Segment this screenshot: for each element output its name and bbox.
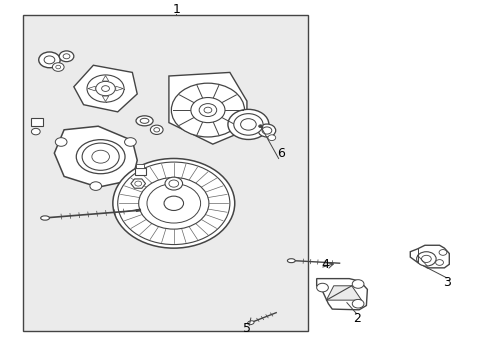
Circle shape [39,52,60,68]
Circle shape [82,143,119,170]
Circle shape [267,135,275,140]
Circle shape [87,75,124,102]
Circle shape [316,283,328,292]
Circle shape [154,128,159,132]
Circle shape [258,125,262,128]
Circle shape [31,129,40,135]
Circle shape [233,114,263,135]
Circle shape [63,54,70,59]
Circle shape [168,180,178,187]
FancyBboxPatch shape [136,164,143,168]
Polygon shape [102,96,108,102]
Polygon shape [316,279,366,310]
Circle shape [190,98,224,123]
Ellipse shape [247,321,254,325]
Circle shape [124,138,136,146]
Text: 5: 5 [243,322,250,335]
Polygon shape [74,65,137,112]
Ellipse shape [76,140,125,174]
Polygon shape [409,245,448,268]
Circle shape [435,260,443,265]
Polygon shape [326,286,361,300]
Circle shape [351,280,363,288]
Polygon shape [131,179,145,188]
Circle shape [55,138,67,146]
Circle shape [203,107,211,113]
Circle shape [96,81,115,96]
Text: 2: 2 [352,311,360,325]
FancyBboxPatch shape [135,168,145,175]
Circle shape [163,196,183,211]
Circle shape [147,184,200,223]
Polygon shape [88,86,95,91]
Circle shape [113,158,234,248]
Circle shape [139,177,208,229]
Circle shape [150,125,163,134]
Circle shape [438,249,446,255]
Polygon shape [54,126,137,187]
Circle shape [135,181,142,186]
Circle shape [199,104,216,117]
Circle shape [421,255,430,262]
Circle shape [102,86,109,91]
Circle shape [56,65,61,69]
Circle shape [52,63,64,71]
Bar [22,15,307,330]
Circle shape [171,83,244,137]
Circle shape [92,150,109,163]
Ellipse shape [136,116,153,126]
Circle shape [44,56,55,64]
Polygon shape [168,72,246,144]
Ellipse shape [41,216,49,220]
Circle shape [258,124,275,137]
FancyBboxPatch shape [31,118,43,126]
Circle shape [59,51,74,62]
Polygon shape [116,86,123,91]
Text: 1: 1 [172,3,180,16]
Circle shape [240,119,256,130]
Text: 3: 3 [442,276,450,289]
Circle shape [90,182,102,190]
Text: 6: 6 [277,147,285,159]
Ellipse shape [140,118,149,123]
Circle shape [227,109,268,139]
Text: 4: 4 [320,258,328,271]
Circle shape [118,162,229,244]
Circle shape [164,177,182,190]
Polygon shape [102,76,108,81]
Circle shape [262,127,271,134]
Circle shape [416,252,435,266]
Circle shape [351,300,363,308]
Ellipse shape [287,259,295,263]
